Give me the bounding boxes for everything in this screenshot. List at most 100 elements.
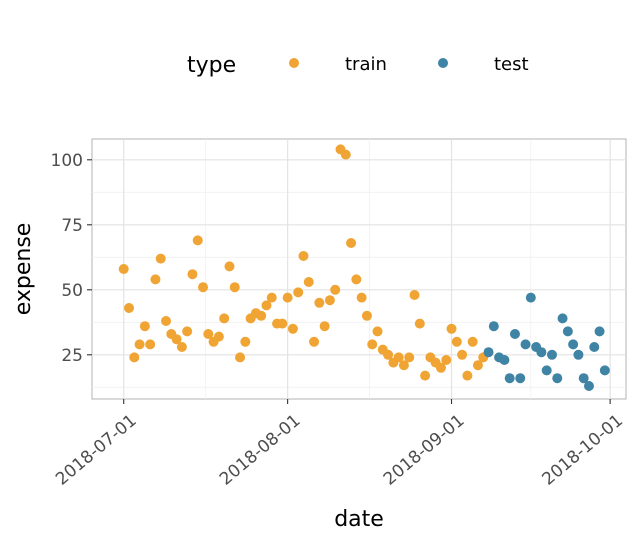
x-tick-label: 2018-09-01: [380, 411, 469, 490]
data-point-train: [303, 277, 314, 287]
data-point-train: [203, 329, 214, 339]
data-point-test: [536, 347, 547, 358]
data-point-train: [150, 274, 161, 285]
data-point-train: [129, 352, 140, 363]
data-point-test: [589, 342, 600, 352]
data-point-test: [594, 326, 605, 337]
x-tick-labels: 2018-07-01 2018-08-01 2018-09-01 2018-10-01: [52, 411, 627, 490]
y-tick-label: 50: [61, 281, 83, 301]
data-point-train: [351, 274, 362, 285]
data-point-train: [266, 292, 277, 303]
data-point-train: [441, 355, 452, 365]
data-point-train: [192, 235, 203, 246]
data-point-train: [340, 149, 351, 160]
data-point-test: [557, 313, 568, 324]
data-point-test: [504, 373, 515, 384]
data-point-test: [509, 329, 520, 339]
data-point-train: [182, 326, 193, 337]
data-point-train: [356, 292, 367, 303]
data-point-train: [435, 362, 446, 373]
data-point-train: [293, 287, 304, 298]
data-point-train: [446, 323, 457, 334]
data-point-test: [546, 349, 557, 360]
grid-minor: [92, 139, 626, 399]
data-point-test: [515, 373, 526, 384]
data-point-train: [282, 292, 293, 303]
data-point-train: [361, 310, 372, 321]
data-point-train: [404, 352, 415, 363]
legend-title: type: [187, 53, 236, 78]
data-point-test: [552, 373, 563, 384]
data-point-train: [309, 336, 320, 347]
data-point-train: [277, 318, 288, 329]
data-point-train: [298, 251, 309, 261]
legend-key-train: [289, 58, 299, 68]
data-point-train: [383, 349, 394, 360]
data-point-train: [145, 339, 156, 350]
data-point-test: [488, 321, 499, 332]
y-tick-label: 75: [61, 216, 83, 236]
data-point-train: [118, 264, 129, 274]
data-point-train: [187, 269, 198, 280]
data-point-train: [472, 360, 483, 371]
data-point-train: [134, 339, 145, 350]
data-point-test: [541, 365, 552, 376]
legend-label-train: train: [345, 54, 387, 75]
data-point-test: [520, 339, 531, 350]
data-point-train: [398, 360, 409, 371]
data-point-train: [346, 238, 357, 248]
data-point-train: [155, 253, 166, 264]
x-tick-label: 2018-10-01: [539, 411, 628, 490]
data-point-train: [409, 290, 420, 300]
data-point-train: [261, 300, 272, 311]
legend: type train test: [187, 53, 529, 78]
legend-label-test: test: [494, 54, 529, 75]
data-point-train: [372, 326, 383, 337]
data-point-test: [525, 292, 536, 303]
data-point-test: [583, 381, 594, 391]
axis-ticks: [87, 159, 611, 404]
plot-panel: [91, 138, 627, 400]
data-point-test: [573, 349, 584, 360]
data-point-train: [287, 323, 298, 334]
data-point-train: [451, 336, 462, 347]
data-point-train: [462, 370, 473, 381]
data-point-train: [367, 339, 378, 350]
x-tick-label: 2018-08-01: [216, 411, 305, 490]
data-point-train: [176, 342, 187, 352]
grid-major: [92, 139, 626, 399]
data-point-train: [324, 295, 335, 306]
y-axis-title: expense: [11, 223, 36, 316]
data-point-train: [414, 318, 425, 329]
data-point-test: [599, 365, 610, 376]
data-point-train: [161, 316, 172, 326]
data-point-test: [499, 355, 510, 365]
data-point-train: [213, 331, 224, 342]
data-point-test: [578, 373, 589, 384]
y-tick-label: 100: [51, 151, 83, 171]
data-point-train: [139, 321, 150, 332]
legend-key-test: [438, 58, 448, 68]
data-point-train: [420, 370, 431, 381]
data-point-train: [330, 284, 341, 295]
data-point-train: [171, 334, 182, 345]
data-point-test: [562, 326, 573, 337]
data-point-train: [219, 313, 230, 324]
y-tick-label: 25: [61, 346, 83, 366]
data-point-test: [568, 339, 579, 350]
data-point-train: [240, 336, 251, 347]
y-tick-labels: 25 50 75 100: [51, 151, 83, 366]
x-axis-title: date: [334, 507, 384, 532]
data-point-train: [319, 321, 330, 332]
data-point-test: [483, 347, 494, 358]
data-point-train: [467, 336, 478, 347]
data-point-train: [224, 261, 235, 272]
data-point-train: [235, 352, 246, 363]
data-point-train: [457, 349, 468, 360]
data-point-train: [229, 282, 240, 293]
data-point-train: [314, 297, 325, 308]
data-point-train: [198, 282, 209, 293]
data-point-train: [256, 310, 267, 321]
data-point-train: [124, 303, 135, 313]
